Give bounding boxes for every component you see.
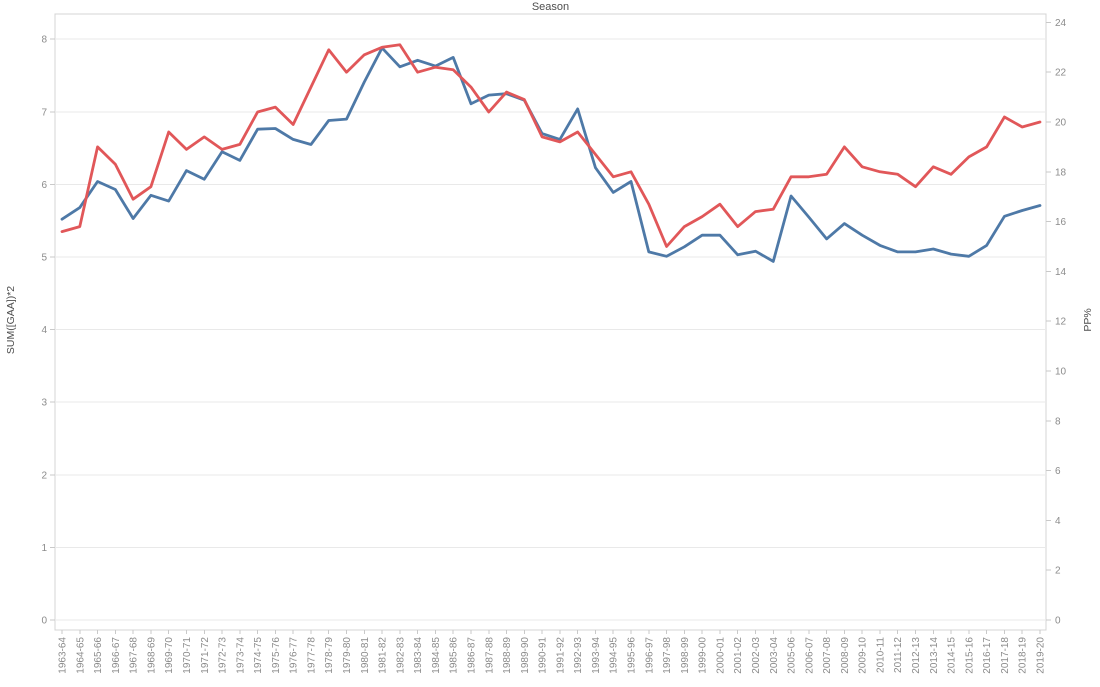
x-axis-tick-label: 1983-84 [413,637,424,674]
left-axis-tick-label: 1 [41,543,47,554]
x-axis-tick-label: 1987-88 [484,637,495,674]
x-axis-tick-label: 1966-67 [111,637,122,674]
x-axis-tick-label: 2014-15 [947,637,958,674]
right-axis-tick-label: 6 [1055,466,1061,477]
left-axis-tick-label: 7 [41,107,47,118]
x-axis-tick-label: 1998-99 [680,637,691,674]
x-axis-tick-label: 1996-97 [644,637,655,674]
x-axis-tick-label: 2010-11 [875,637,886,673]
x-axis-tick-label: 2012-13 [911,637,922,674]
right-axis-tick-label: 18 [1055,167,1067,178]
x-axis-tick-label: 1963-64 [58,637,69,674]
x-axis-tick-label: 1991-92 [555,637,566,674]
x-axis-tick-label: 2002-03 [751,637,762,674]
x-axis-tick-label: 1970-71 [182,637,193,674]
x-axis-tick-label: 1964-65 [75,637,86,674]
right-axis-tick-label: 0 [1055,616,1061,627]
right-axis-tick-label: 2 [1055,566,1061,577]
x-axis-tick-label: 1974-75 [253,637,264,674]
right-axis-tick-label: 12 [1055,317,1067,328]
x-axis-tick-label: 1980-81 [360,637,371,674]
left-axis-tick-label: 2 [41,470,47,481]
pp-percent-series-line[interactable] [60,43,1042,248]
x-axis-tick-label: 1985-86 [449,637,460,674]
x-axis-tick-label: 1992-93 [573,637,584,674]
right-axis-tick-label: 20 [1055,118,1067,129]
x-axis-tick-label: 1972-73 [218,637,229,674]
x-axis-tick-label: 1977-78 [306,637,317,674]
x-axis-tick-label: 2006-07 [804,637,815,674]
x-axis-tick-label: 2015-16 [964,637,975,674]
gaa-series-line[interactable] [60,46,1042,263]
x-axis-tick-label: 1979-80 [342,637,353,674]
x-axis-tick-label: 1978-79 [324,637,335,674]
x-axis-tick-label: 1988-89 [502,637,513,674]
right-axis-tick-label: 14 [1055,267,1067,278]
x-axis-tick-label: 2007-08 [822,637,833,674]
left-axis-tick-label: 8 [41,35,47,46]
x-axis-tick-label: 2008-09 [840,637,851,674]
x-axis-tick-label: 1984-85 [431,637,442,674]
x-axis-tick-label: 1986-87 [466,637,477,674]
right-axis-tick-label: 16 [1055,217,1067,228]
x-axis-tick-label: 2003-04 [769,637,780,674]
x-axis-tick-label: 2009-10 [858,637,869,674]
x-axis-tick-label: 2013-14 [929,637,940,674]
x-axis-tick-label: 1965-66 [93,637,104,674]
x-axis-tick-label: 1997-98 [662,637,673,674]
x-axis-tick-label: 2001-02 [733,637,744,674]
x-axis-tick-label: 2011-12 [893,637,904,673]
x-axis-tick-label: 1989-90 [520,637,531,674]
x-axis-tick-label: 2018-19 [1018,637,1029,674]
left-axis-tick-label: 4 [41,325,47,336]
x-axis-tick-label: 1993-94 [591,637,602,674]
x-axis-tick-label: 1982-83 [395,637,406,674]
x-axis-tick-label: 1973-74 [235,637,246,674]
left-axis-tick-label: 6 [41,180,47,191]
plot-border [54,13,1047,631]
x-axis-tick-label: 1967-68 [129,637,140,674]
right-axis-tick-label: 10 [1055,367,1067,378]
x-axis-tick-label: 1994-95 [609,637,620,674]
x-axis-tick-label: 1981-82 [378,637,389,674]
x-axis-tick-label: 2005-06 [787,637,798,674]
x-axis-tick-label: 1975-76 [271,637,282,674]
x-axis-tick-label: 2019-20 [1036,637,1047,674]
x-axis-tick-label: 2017-18 [1000,637,1011,674]
x-axis-tick-label: 1969-70 [164,637,175,674]
x-axis-tick-label: 1999-00 [698,637,709,674]
x-axis-tick-label: 2000-01 [715,637,726,674]
x-axis-tick-label: 1968-69 [146,637,157,674]
right-axis-tick-label: 22 [1055,68,1067,79]
chart-title: Season [531,1,570,13]
left-axis-tick-label: 3 [41,398,47,409]
left-axis-tick-label: 0 [41,616,47,627]
right-axis-tick-label: 8 [1055,416,1061,427]
x-axis-tick-label: 2016-17 [982,637,993,674]
right-axis-tick-label: 4 [1055,516,1061,527]
left-axis-tick-label: 5 [41,253,47,264]
x-axis-tick-label: 1995-96 [627,637,638,674]
x-axis-tick-label: 1976-77 [289,637,300,674]
x-axis-tick-label: 1990-91 [538,637,549,674]
right-axis-tick-label: 24 [1055,18,1067,29]
x-axis-tick-label: 1971-72 [200,637,211,674]
